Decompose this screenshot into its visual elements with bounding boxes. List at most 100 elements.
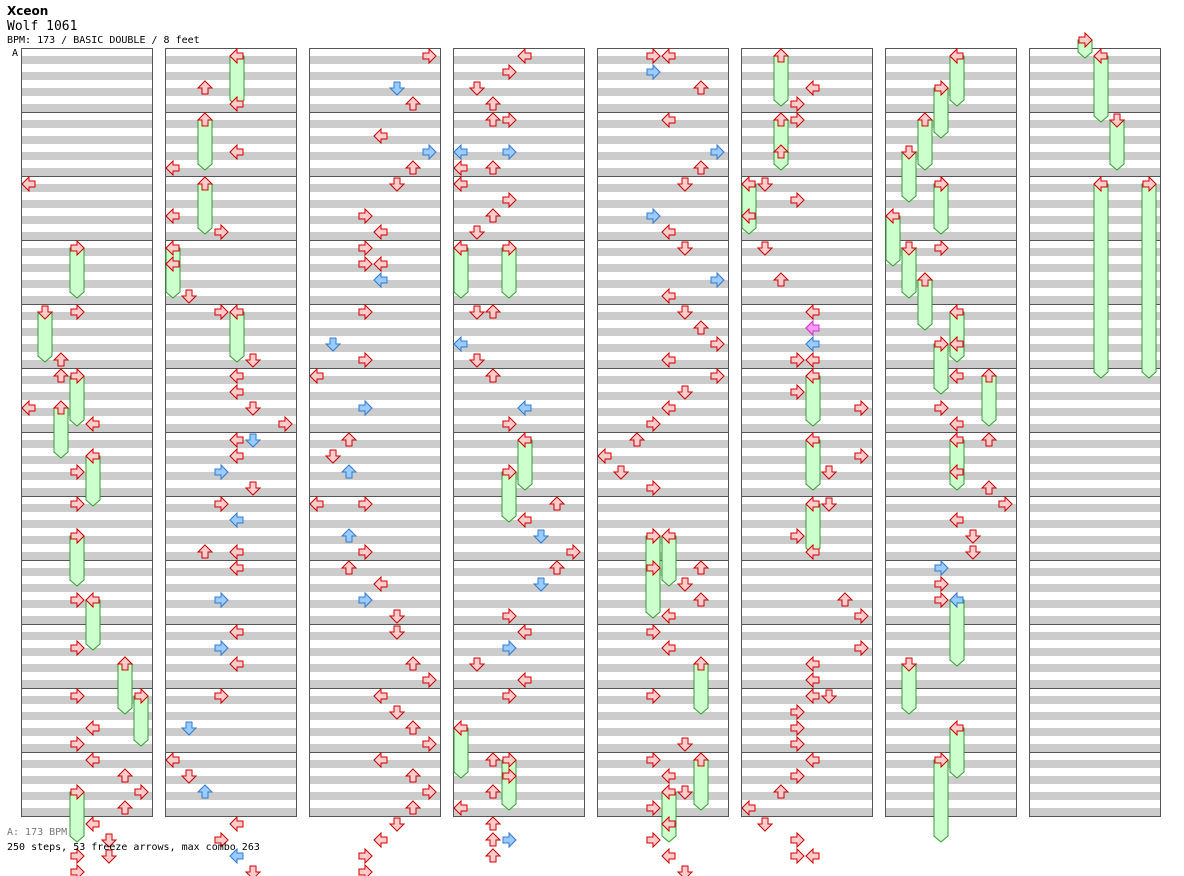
freeze-head-left-arrow-icon: [949, 719, 964, 737]
down-step-arrow-icon: [100, 833, 118, 848]
left-step-arrow-icon: [949, 463, 964, 481]
beat-row-shade: [21, 392, 152, 400]
bpm-note: A: 173 BPM: [7, 827, 68, 838]
freeze-head-right-arrow-icon: [502, 239, 517, 257]
beat-row-shade: [597, 88, 728, 96]
right-step-arrow-icon: [358, 495, 373, 513]
up-step-arrow-icon: [484, 368, 502, 383]
beat-row-shade: [597, 600, 728, 608]
beat-row-shade: [21, 152, 152, 160]
chart-column-6: [741, 48, 873, 865]
beat-row-shade: [453, 552, 584, 560]
right-step-arrow-icon: [70, 303, 85, 321]
beat-row-shade: [21, 696, 152, 704]
right-step-arrow-icon: [358, 207, 373, 225]
left-step-arrow-icon: [805, 319, 820, 337]
right-step-arrow-icon: [646, 799, 661, 817]
freeze-head-left-arrow-icon: [229, 303, 244, 321]
left-step-arrow-icon: [949, 511, 964, 529]
up-step-arrow-icon: [484, 208, 502, 223]
beat-row-shade: [885, 184, 1016, 192]
freeze-head-left-arrow-icon: [741, 175, 756, 193]
right-step-arrow-icon: [934, 559, 949, 577]
down-step-arrow-icon: [676, 737, 694, 752]
right-step-arrow-icon: [358, 303, 373, 321]
left-step-arrow-icon: [85, 751, 100, 769]
beat-row-shade: [309, 712, 440, 720]
beat-row-shade: [165, 456, 296, 464]
beat-row-shade: [165, 536, 296, 544]
beat-row-shade: [165, 600, 296, 608]
beat-row-shade: [741, 584, 872, 592]
beat-row-shade: [597, 744, 728, 752]
right-step-arrow-icon: [422, 143, 437, 161]
beat-row-shade: [1029, 568, 1160, 576]
beat-row-shade: [597, 264, 728, 272]
beat-row-shade: [165, 168, 296, 176]
beat-row-shade: [885, 264, 1016, 272]
beat-row-shade: [885, 712, 1016, 720]
beat-row-shade: [597, 664, 728, 672]
beat-row-shade: [741, 488, 872, 496]
left-step-arrow-icon: [229, 559, 244, 577]
up-step-arrow-icon: [52, 352, 70, 367]
beat-row-shade: [165, 760, 296, 768]
beat-row-shade: [453, 776, 584, 784]
beat-row-shade: [597, 312, 728, 320]
down-step-arrow-icon: [468, 225, 486, 240]
beat-row-shade: [21, 728, 152, 736]
beat-row-shade: [1029, 152, 1160, 160]
beat-row-shade: [21, 312, 152, 320]
left-step-arrow-icon: [741, 207, 756, 225]
beat-row-shade: [597, 472, 728, 480]
down-step-arrow-icon: [244, 401, 262, 416]
beat-row-shade: [165, 360, 296, 368]
up-step-arrow-icon: [836, 592, 854, 607]
beat-row-shade: [597, 680, 728, 688]
measure-box: [165, 752, 297, 817]
beat-row-shade: [309, 728, 440, 736]
beat-row-shade: [1029, 712, 1160, 720]
beat-row-shade: [885, 424, 1016, 432]
beat-row-shade: [885, 392, 1016, 400]
up-step-arrow-icon: [484, 112, 502, 127]
beat-row-shade: [453, 696, 584, 704]
chart-column-7: [885, 47, 1017, 843]
beat-row-shade: [597, 712, 728, 720]
right-step-arrow-icon: [646, 831, 661, 849]
beat-row-shade: [453, 424, 584, 432]
beat-row-shade: [453, 360, 584, 368]
up-step-arrow-icon: [340, 432, 358, 447]
beat-row-shade: [309, 88, 440, 96]
beat-row-shade: [885, 248, 1016, 256]
beat-row-shade: [453, 584, 584, 592]
beat-row-shade: [885, 136, 1016, 144]
measure-box: [1029, 752, 1161, 817]
beat-row-shade: [21, 56, 152, 64]
beat-row-shade: [453, 616, 584, 624]
right-step-arrow-icon: [214, 639, 229, 657]
right-step-arrow-icon: [214, 687, 229, 705]
right-step-arrow-icon: [70, 463, 85, 481]
beat-row-shade: [21, 664, 152, 672]
beat-row-shade: [21, 216, 152, 224]
beat-row-shade: [597, 760, 728, 768]
beat-row-shade: [741, 648, 872, 656]
beat-row-shade: [597, 344, 728, 352]
beat-row-shade: [453, 504, 584, 512]
beat-row-shade: [741, 616, 872, 624]
right-step-arrow-icon: [214, 223, 229, 241]
left-step-arrow-icon: [229, 367, 244, 385]
beat-row-shade: [741, 168, 872, 176]
down-step-arrow-icon: [964, 529, 982, 544]
beat-row-shade: [885, 232, 1016, 240]
beat-row-shade: [309, 264, 440, 272]
right-step-arrow-icon: [646, 751, 661, 769]
beat-row-shade: [165, 648, 296, 656]
right-step-arrow-icon: [646, 479, 661, 497]
right-step-arrow-icon: [502, 639, 517, 657]
right-step-arrow-icon: [646, 415, 661, 433]
beat-row-shade: [21, 280, 152, 288]
beat-row-shade: [741, 776, 872, 784]
beat-row-shade: [21, 408, 152, 416]
